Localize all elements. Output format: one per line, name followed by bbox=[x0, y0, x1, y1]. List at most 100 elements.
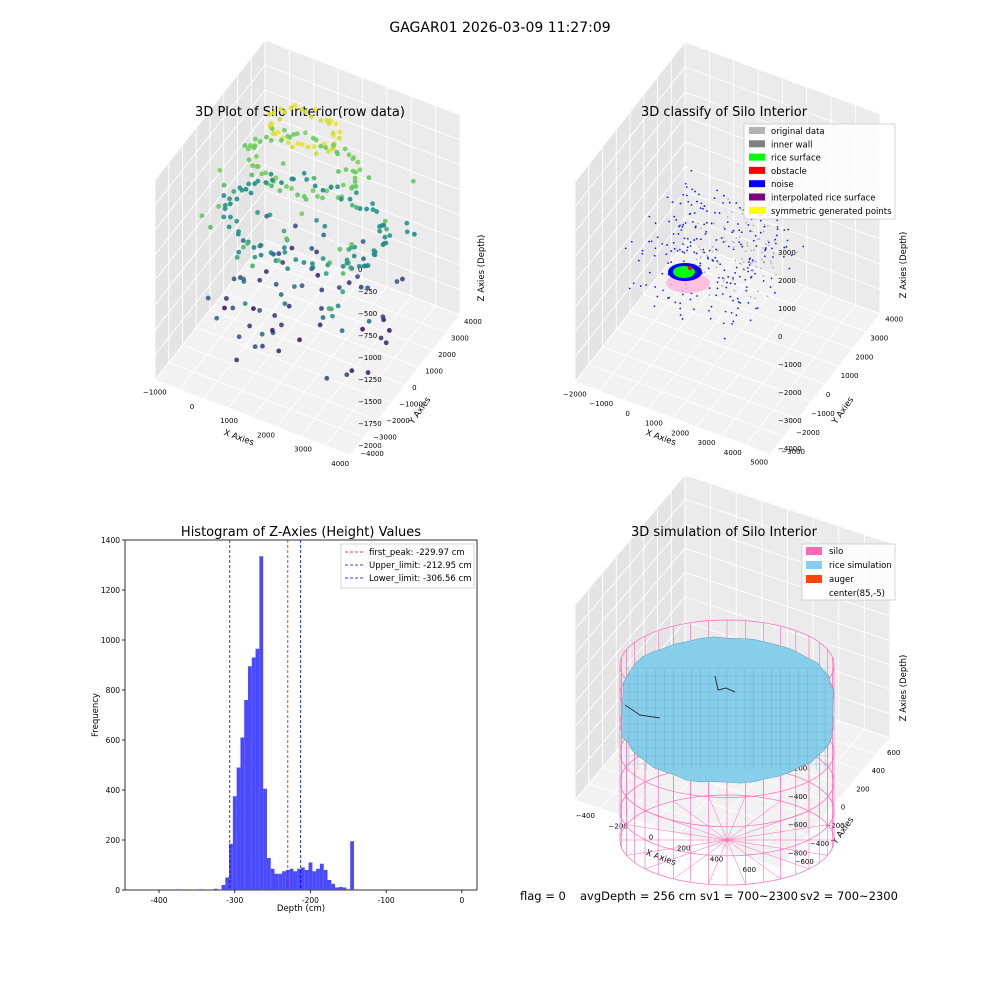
data-point bbox=[344, 260, 350, 266]
x-tick-label: 0 bbox=[190, 403, 194, 411]
data-point bbox=[259, 171, 265, 177]
grid-line bbox=[574, 141, 686, 283]
silo-floor-spoke bbox=[726, 839, 828, 856]
data-point bbox=[343, 167, 349, 173]
original-point bbox=[756, 290, 759, 293]
y-tick-label: 600 bbox=[887, 749, 900, 757]
original-point bbox=[796, 251, 798, 254]
noise-point bbox=[665, 253, 668, 256]
noise-point bbox=[670, 250, 673, 253]
y-tick-label: 600 bbox=[106, 736, 121, 745]
silo-floor-spoke bbox=[726, 810, 810, 841]
data-point bbox=[382, 218, 388, 224]
noise-point bbox=[682, 293, 684, 296]
z-tick-label: 2000 bbox=[778, 277, 796, 285]
noise-point bbox=[729, 282, 732, 285]
data-point bbox=[346, 246, 352, 252]
data-point bbox=[246, 157, 252, 163]
data-point bbox=[247, 323, 253, 329]
noise-point bbox=[802, 245, 805, 248]
data-point bbox=[349, 202, 355, 208]
panel-raw-data: −100001000200030004000−4000−3000−2000−10… bbox=[143, 39, 487, 468]
legend-label: Lower_limit: -306.56 cm bbox=[369, 574, 471, 584]
noise-point bbox=[691, 220, 694, 223]
noise-point bbox=[740, 243, 742, 246]
z-tick-label: −1250 bbox=[358, 376, 382, 384]
noise-point bbox=[628, 287, 631, 290]
noise-point bbox=[653, 305, 656, 308]
data-point bbox=[263, 170, 268, 176]
original-point bbox=[749, 295, 752, 298]
data-point bbox=[360, 326, 365, 332]
data-point bbox=[334, 149, 340, 155]
y-tick-label: 200 bbox=[106, 836, 121, 845]
noise-point bbox=[693, 212, 696, 214]
grid-line bbox=[264, 39, 461, 116]
noise-point bbox=[668, 296, 671, 299]
data-point bbox=[366, 318, 372, 324]
noise-point bbox=[710, 222, 713, 225]
noise-point bbox=[698, 193, 700, 196]
data-point bbox=[280, 161, 286, 166]
rice-surface bbox=[620, 636, 834, 784]
noise-point bbox=[639, 285, 642, 287]
data-point bbox=[318, 143, 324, 149]
x-tick-label: 1000 bbox=[645, 420, 663, 428]
data-point bbox=[314, 249, 319, 255]
original-point bbox=[770, 262, 773, 265]
data-point bbox=[315, 272, 321, 278]
z-tick-label: −1750 bbox=[358, 420, 382, 428]
data-point bbox=[269, 183, 274, 189]
noise-point bbox=[747, 270, 750, 273]
data-point bbox=[312, 183, 318, 189]
data-point bbox=[311, 175, 317, 181]
noise-point bbox=[675, 219, 678, 221]
noise-point bbox=[694, 190, 697, 193]
data-point bbox=[326, 148, 331, 154]
original-point bbox=[767, 224, 769, 227]
noise-point bbox=[666, 244, 669, 246]
data-point bbox=[288, 105, 294, 111]
grid-line bbox=[754, 729, 865, 860]
noise-point bbox=[653, 254, 656, 257]
data-point bbox=[365, 370, 371, 375]
noise-point bbox=[689, 244, 692, 247]
data-point bbox=[257, 243, 263, 249]
original-point bbox=[738, 235, 741, 238]
noise-point bbox=[709, 317, 712, 320]
original-point bbox=[698, 245, 701, 248]
y-axis-label: Frequency bbox=[91, 693, 101, 737]
data-point bbox=[284, 184, 289, 189]
histogram-bar bbox=[316, 868, 320, 890]
original-point bbox=[751, 230, 753, 233]
noise-point bbox=[648, 240, 650, 243]
data-point bbox=[299, 141, 305, 147]
histogram-bar bbox=[335, 887, 339, 890]
data-point bbox=[240, 238, 246, 243]
data-point bbox=[320, 315, 326, 320]
y-tick-label: 400 bbox=[106, 786, 121, 795]
data-point bbox=[338, 196, 344, 202]
data-point bbox=[324, 188, 330, 194]
data-point bbox=[289, 176, 295, 182]
legend-label: inner wall bbox=[771, 140, 812, 150]
original-point bbox=[741, 257, 743, 260]
noise-point bbox=[788, 267, 791, 270]
data-point bbox=[286, 303, 292, 309]
legend: first_peak: -229.97 cm Upper_limit: -212.… bbox=[340, 543, 475, 589]
noise-point bbox=[768, 241, 770, 244]
grid-line bbox=[154, 64, 266, 206]
footer-flag: flag = 0 bbox=[520, 889, 566, 903]
data-point bbox=[365, 285, 371, 291]
legend-box bbox=[743, 123, 896, 220]
data-point bbox=[282, 109, 288, 115]
noise-point bbox=[673, 215, 676, 218]
noise-point bbox=[680, 229, 683, 231]
histogram-bar bbox=[221, 885, 226, 890]
data-point bbox=[378, 335, 384, 341]
grid-line bbox=[154, 89, 266, 231]
noise-point bbox=[699, 238, 702, 241]
grid-line bbox=[574, 66, 686, 208]
grid-line bbox=[574, 499, 686, 630]
noise-point bbox=[690, 204, 693, 206]
